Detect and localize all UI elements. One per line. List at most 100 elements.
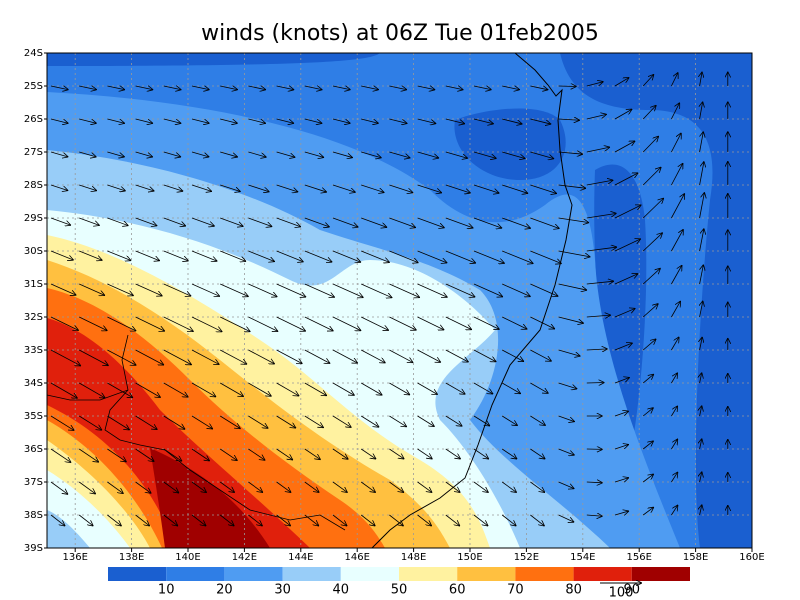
wind-vector: [530, 85, 548, 90]
colorbar-label: 50: [391, 583, 408, 598]
colorbar-label: 70: [507, 583, 524, 598]
wind-vector: [248, 316, 278, 332]
wind-vector: [389, 217, 415, 228]
wind-vector: [135, 448, 155, 462]
wind-vector: [473, 349, 496, 362]
wind-vector: [50, 217, 71, 225]
wind-vector: [219, 481, 235, 493]
wind-vector: [360, 448, 376, 459]
wind-vector: [389, 250, 418, 263]
wind-vector: [671, 229, 683, 252]
wind-vector: [417, 316, 445, 330]
wind-vector: [50, 481, 68, 494]
wind-vector: [642, 507, 654, 516]
wind-vector: [445, 448, 461, 459]
wind-vector: [163, 349, 192, 365]
wind-vector: [501, 514, 516, 526]
wind-vector: [558, 184, 586, 188]
lon-label: 142E: [232, 552, 257, 563]
wind-vector: [671, 133, 681, 153]
lat-label: 28S: [24, 180, 43, 191]
wind-vector: [586, 281, 614, 284]
wind-vector: [671, 193, 684, 219]
wind-vector: [78, 415, 102, 430]
wind-vector: [79, 316, 107, 331]
wind-vector: [501, 481, 517, 493]
lat-label: 25S: [24, 81, 43, 92]
wind-vector: [417, 184, 442, 193]
wind-vector: [614, 274, 638, 285]
colorbar-swatch: [399, 567, 458, 581]
wind-vector: [332, 217, 358, 227]
wind-vector: [361, 86, 379, 90]
wind-vector: [276, 283, 306, 297]
wind-vector: [332, 514, 347, 526]
wind-vector: [276, 151, 296, 157]
wind-vector: [304, 86, 323, 90]
wind-vector: [361, 118, 378, 123]
wind-vector: [304, 118, 322, 123]
wind-vector: [445, 514, 460, 526]
map-title: winds (knots) at 06Z Tue 01feb2005: [201, 21, 599, 46]
wind-vector: [586, 180, 613, 186]
wind-vector: [135, 514, 150, 526]
wind-vector: [642, 105, 656, 120]
wind-vector: [473, 514, 488, 526]
wind-vector: [700, 438, 702, 450]
wind-vector: [191, 415, 213, 429]
wind-vector: [558, 415, 575, 422]
lat-label: 34S: [24, 378, 43, 389]
wind-vector: [530, 184, 557, 194]
wind-vector: [445, 382, 466, 394]
wind-vector: [248, 448, 265, 460]
axes: 136E 138E 140E 142E 144E 146E 148E 150E 152E 154E…: [24, 48, 765, 563]
wind-vector: [79, 283, 105, 295]
wind-vector: [642, 474, 654, 483]
wind-vector: [276, 316, 306, 331]
wind-vector: [642, 268, 660, 285]
wind-vector: [332, 316, 361, 331]
wind-vector: [304, 448, 321, 460]
wind-vector: [50, 283, 76, 295]
wind-vector: [107, 316, 136, 331]
wind-vector: [502, 316, 527, 329]
wind-vector: [135, 349, 164, 365]
wind-vector: [360, 514, 375, 526]
wind-vector: [473, 250, 505, 263]
wind-vector: [248, 481, 263, 493]
wind-vector: [642, 233, 662, 252]
wind-vector: [530, 118, 551, 124]
wind-vector: [50, 448, 71, 463]
lon-label: 148E: [401, 552, 426, 563]
lon-label: 138E: [119, 552, 144, 563]
wind-vector: [78, 514, 93, 526]
wind-vector: [50, 415, 74, 431]
wind-vector: [501, 415, 518, 426]
wind-vector: [107, 118, 124, 123]
wind-vector: [191, 250, 217, 261]
wind-vector: [445, 151, 468, 158]
wind-vector: [530, 448, 545, 459]
wind-vector: [473, 316, 500, 329]
wind-vector: [135, 250, 160, 261]
wind-vector: [417, 349, 441, 362]
wind-vector: [445, 184, 471, 193]
wind-vector: [699, 265, 704, 285]
wind-vector: [614, 77, 629, 87]
wind-vector: [389, 514, 403, 526]
wind-vector: [389, 118, 407, 123]
wind-vector: [530, 283, 558, 296]
wind-vector: [586, 147, 610, 153]
wind-vector: [135, 217, 158, 226]
wind-vector: [361, 184, 384, 193]
wind-vector: [614, 308, 635, 318]
colorbar-swatch: [457, 567, 516, 581]
wind-vector: [50, 382, 78, 398]
wind-vector: [417, 415, 435, 427]
wind-vector: [107, 382, 133, 398]
lat-label: 31S: [24, 279, 43, 290]
contour-fill: [594, 164, 647, 480]
wind-vector: [558, 283, 587, 290]
wind-vector: [530, 481, 545, 493]
